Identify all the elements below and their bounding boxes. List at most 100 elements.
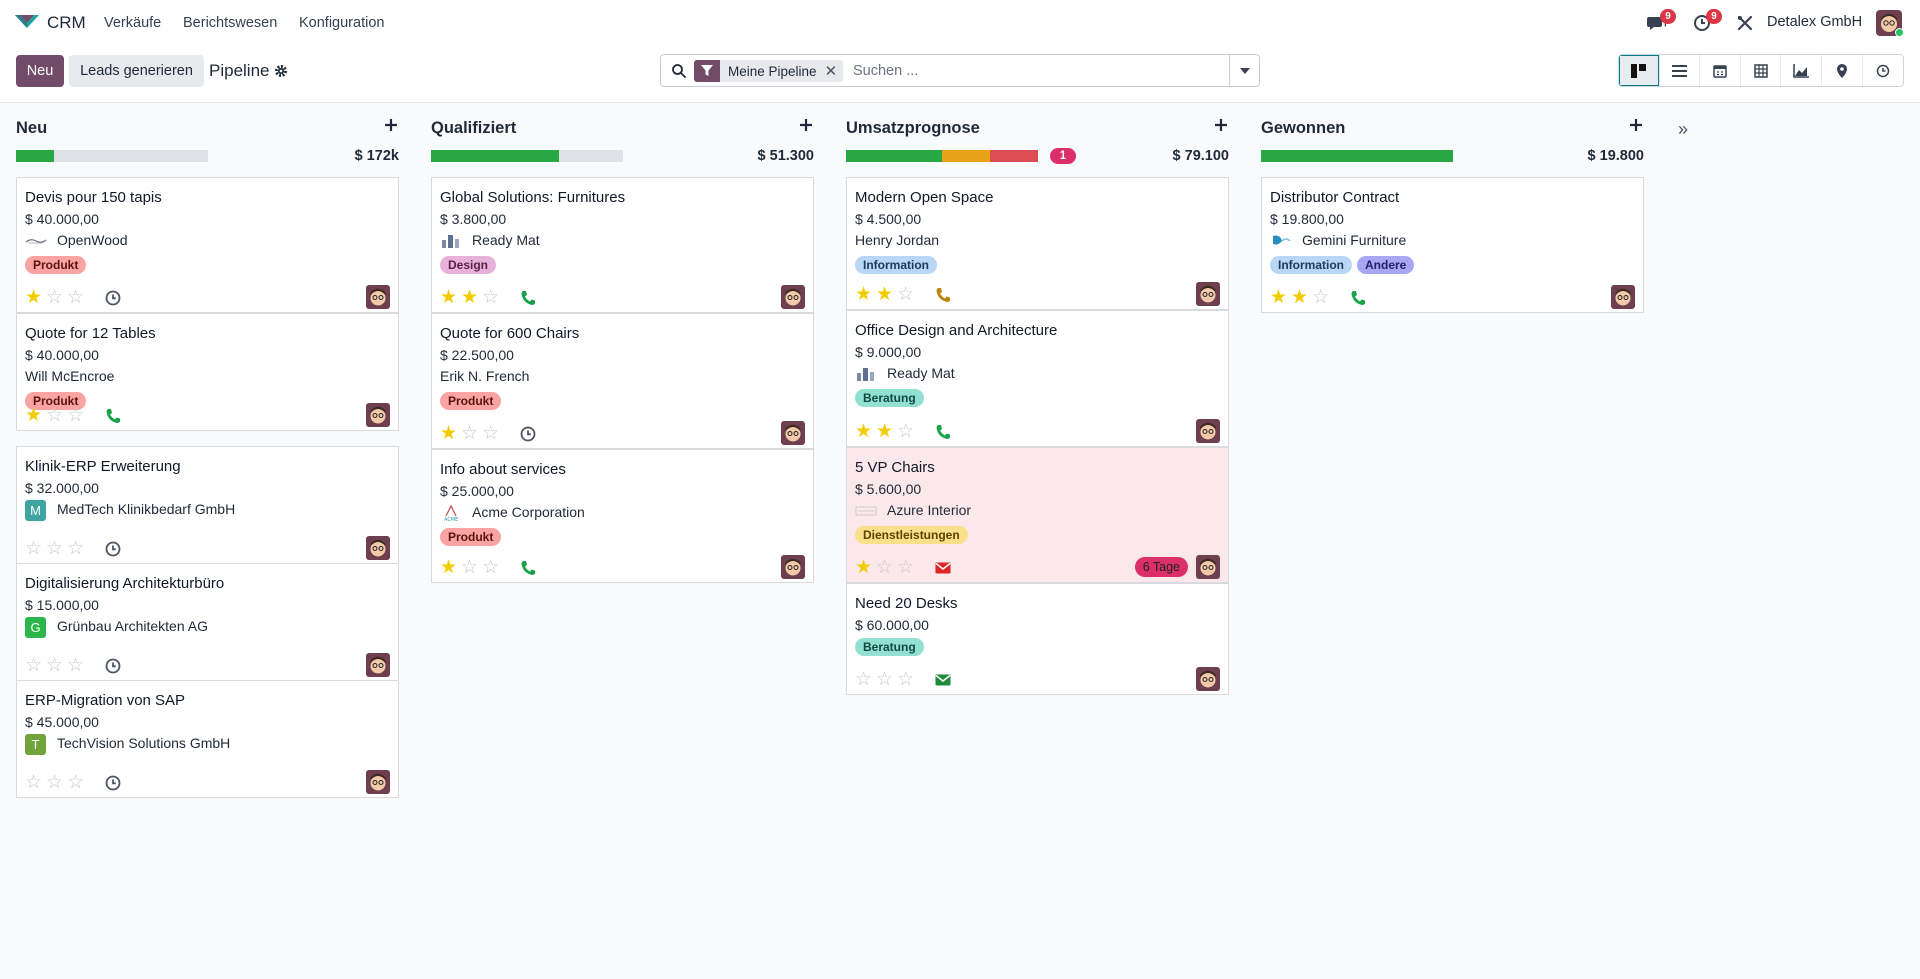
column-progress-bar[interactable] — [16, 150, 208, 162]
star-icon[interactable]: ★ — [25, 287, 43, 308]
priority-stars[interactable]: ☆ ☆ ☆ — [25, 656, 84, 675]
plus-icon[interactable] — [1213, 117, 1229, 133]
salesperson-avatar[interactable] — [366, 285, 390, 309]
kanban-card[interactable]: Quote for 12 Tables $ 40.000,00 Will McEnc… — [16, 313, 399, 431]
salesperson-avatar[interactable] — [1611, 285, 1635, 309]
progress-segment-won[interactable] — [16, 150, 54, 162]
plus-icon[interactable] — [383, 117, 399, 133]
kanban-card[interactable]: Global Solutions: Furnitures $ 3.800,00 Re… — [431, 177, 814, 313]
star-icon[interactable]: ☆ — [897, 284, 915, 305]
star-icon[interactable]: ★ — [855, 421, 873, 442]
phone-icon[interactable] — [519, 289, 537, 307]
clock-icon[interactable] — [104, 289, 122, 307]
progress-segment-won[interactable] — [431, 150, 559, 162]
gear-icon[interactable] — [274, 64, 288, 78]
kanban-card[interactable]: Quote for 600 Chairs $ 22.500,00 Erik N. F… — [431, 313, 814, 449]
column-title[interactable]: Gewonnen — [1261, 119, 1346, 137]
phone-icon[interactable] — [519, 559, 537, 577]
kanban-card[interactable]: ERP-Migration von SAP $ 45.000,00 T TechVis… — [16, 680, 399, 798]
kanban-card[interactable]: Digitalisierung Architekturbüro $ 15.000,… — [16, 563, 399, 681]
menu-verkaeufe[interactable]: Verkäufe — [104, 15, 162, 31]
phone-icon[interactable] — [1349, 289, 1367, 307]
view-list[interactable] — [1660, 55, 1701, 86]
new-button[interactable]: Neu — [16, 55, 64, 87]
phone-icon[interactable] — [934, 286, 952, 304]
plus-icon[interactable] — [1628, 117, 1644, 133]
search-input[interactable] — [853, 61, 1223, 81]
clock-icon[interactable] — [519, 425, 537, 443]
salesperson-avatar[interactable] — [781, 555, 805, 579]
kanban-card[interactable]: Need 20 Desks $ 60.000,00 Beratung ☆ ☆ ☆ — [846, 583, 1229, 695]
priority-stars[interactable]: ☆ ☆ ☆ — [855, 670, 914, 689]
salesperson-avatar[interactable] — [366, 653, 390, 677]
clock-icon[interactable] — [104, 774, 122, 792]
star-icon[interactable]: ☆ — [67, 772, 85, 793]
priority-stars[interactable]: ☆ ☆ ☆ — [25, 773, 84, 792]
crm-logo-icon[interactable] — [14, 12, 40, 32]
column-progress-bar[interactable] — [846, 150, 1038, 162]
salesperson-avatar[interactable] — [781, 285, 805, 309]
kanban-card[interactable]: Info about services $ 25.000,00 ACME Acme C… — [431, 449, 814, 583]
mail-icon[interactable] — [934, 671, 952, 689]
star-icon[interactable]: ☆ — [25, 538, 43, 559]
star-icon[interactable]: ☆ — [461, 557, 479, 578]
overdue-count-badge[interactable]: 1 — [1050, 148, 1076, 164]
priority-stars[interactable]: ★ ☆ ☆ — [440, 424, 499, 443]
progress-segment-planned[interactable] — [846, 150, 942, 162]
generate-leads-button[interactable]: Leads generieren — [69, 55, 204, 87]
star-icon[interactable]: ★ — [876, 284, 894, 305]
star-icon[interactable]: ★ — [855, 557, 873, 578]
column-title[interactable]: Qualifiziert — [431, 119, 517, 137]
kanban-card[interactable]: Modern Open Space $ 4.500,00 Henry Jordan I… — [846, 177, 1229, 310]
progress-segment-today[interactable] — [942, 150, 990, 162]
company-switcher[interactable]: Detalex GmbH — [1767, 14, 1863, 30]
app-name[interactable]: CRM — [47, 13, 86, 32]
star-icon[interactable]: ★ — [876, 421, 894, 442]
star-icon[interactable]: ☆ — [67, 405, 85, 426]
priority-stars[interactable]: ★ ☆ ☆ — [855, 558, 914, 577]
star-icon[interactable]: ★ — [440, 287, 458, 308]
star-icon[interactable]: ☆ — [876, 557, 894, 578]
column-progress-bar[interactable] — [1261, 150, 1453, 162]
star-icon[interactable]: ☆ — [67, 538, 85, 559]
priority-stars[interactable]: ☆ ☆ ☆ — [25, 539, 84, 558]
priority-stars[interactable]: ★ ★ ☆ — [440, 288, 499, 307]
star-icon[interactable]: ☆ — [1312, 287, 1330, 308]
star-icon[interactable]: ☆ — [461, 423, 479, 444]
salesperson-avatar[interactable] — [1196, 282, 1220, 306]
star-icon[interactable]: ★ — [855, 284, 873, 305]
star-icon[interactable]: ☆ — [482, 557, 500, 578]
star-icon[interactable]: ★ — [1270, 287, 1288, 308]
search-options-toggle[interactable] — [1229, 55, 1259, 86]
priority-stars[interactable]: ★ ★ ☆ — [855, 422, 914, 441]
view-graph[interactable] — [1781, 55, 1822, 86]
kanban-card[interactable]: Distributor Contract $ 19.800,00 Gemini Fu… — [1261, 177, 1644, 313]
collapsed-columns-icon[interactable]: » — [1678, 119, 1689, 139]
search-icon[interactable] — [671, 63, 687, 79]
priority-stars[interactable]: ★ ☆ ☆ — [440, 558, 499, 577]
star-icon[interactable]: ☆ — [897, 557, 915, 578]
salesperson-avatar[interactable] — [366, 770, 390, 794]
salesperson-avatar[interactable] — [1196, 667, 1220, 691]
star-icon[interactable]: ☆ — [897, 669, 915, 690]
star-icon[interactable]: ☆ — [67, 287, 85, 308]
star-icon[interactable]: ☆ — [67, 655, 85, 676]
star-icon[interactable]: ☆ — [46, 538, 64, 559]
progress-segment-won[interactable] — [1261, 150, 1453, 162]
column-title[interactable]: Neu — [16, 119, 48, 137]
view-calendar[interactable] — [1700, 55, 1741, 86]
menu-berichtswesen[interactable]: Berichtswesen — [183, 15, 278, 31]
star-icon[interactable]: ☆ — [46, 772, 64, 793]
star-icon[interactable]: ☆ — [876, 669, 894, 690]
salesperson-avatar[interactable] — [366, 536, 390, 560]
star-icon[interactable]: ★ — [1291, 287, 1309, 308]
star-icon[interactable]: ☆ — [46, 287, 64, 308]
kanban-card[interactable]: Office Design and Architecture $ 9.000,00… — [846, 310, 1229, 447]
kanban-card[interactable]: 5 VP Chairs $ 5.600,00 Azure Interior Diens… — [846, 447, 1229, 583]
messages-button[interactable]: 9 — [1646, 9, 1676, 33]
plus-icon[interactable] — [798, 117, 814, 133]
clock-icon[interactable] — [104, 657, 122, 675]
priority-stars[interactable]: ★ ★ ☆ — [1270, 288, 1329, 307]
view-kanban[interactable] — [1619, 55, 1660, 86]
star-icon[interactable]: ★ — [440, 557, 458, 578]
